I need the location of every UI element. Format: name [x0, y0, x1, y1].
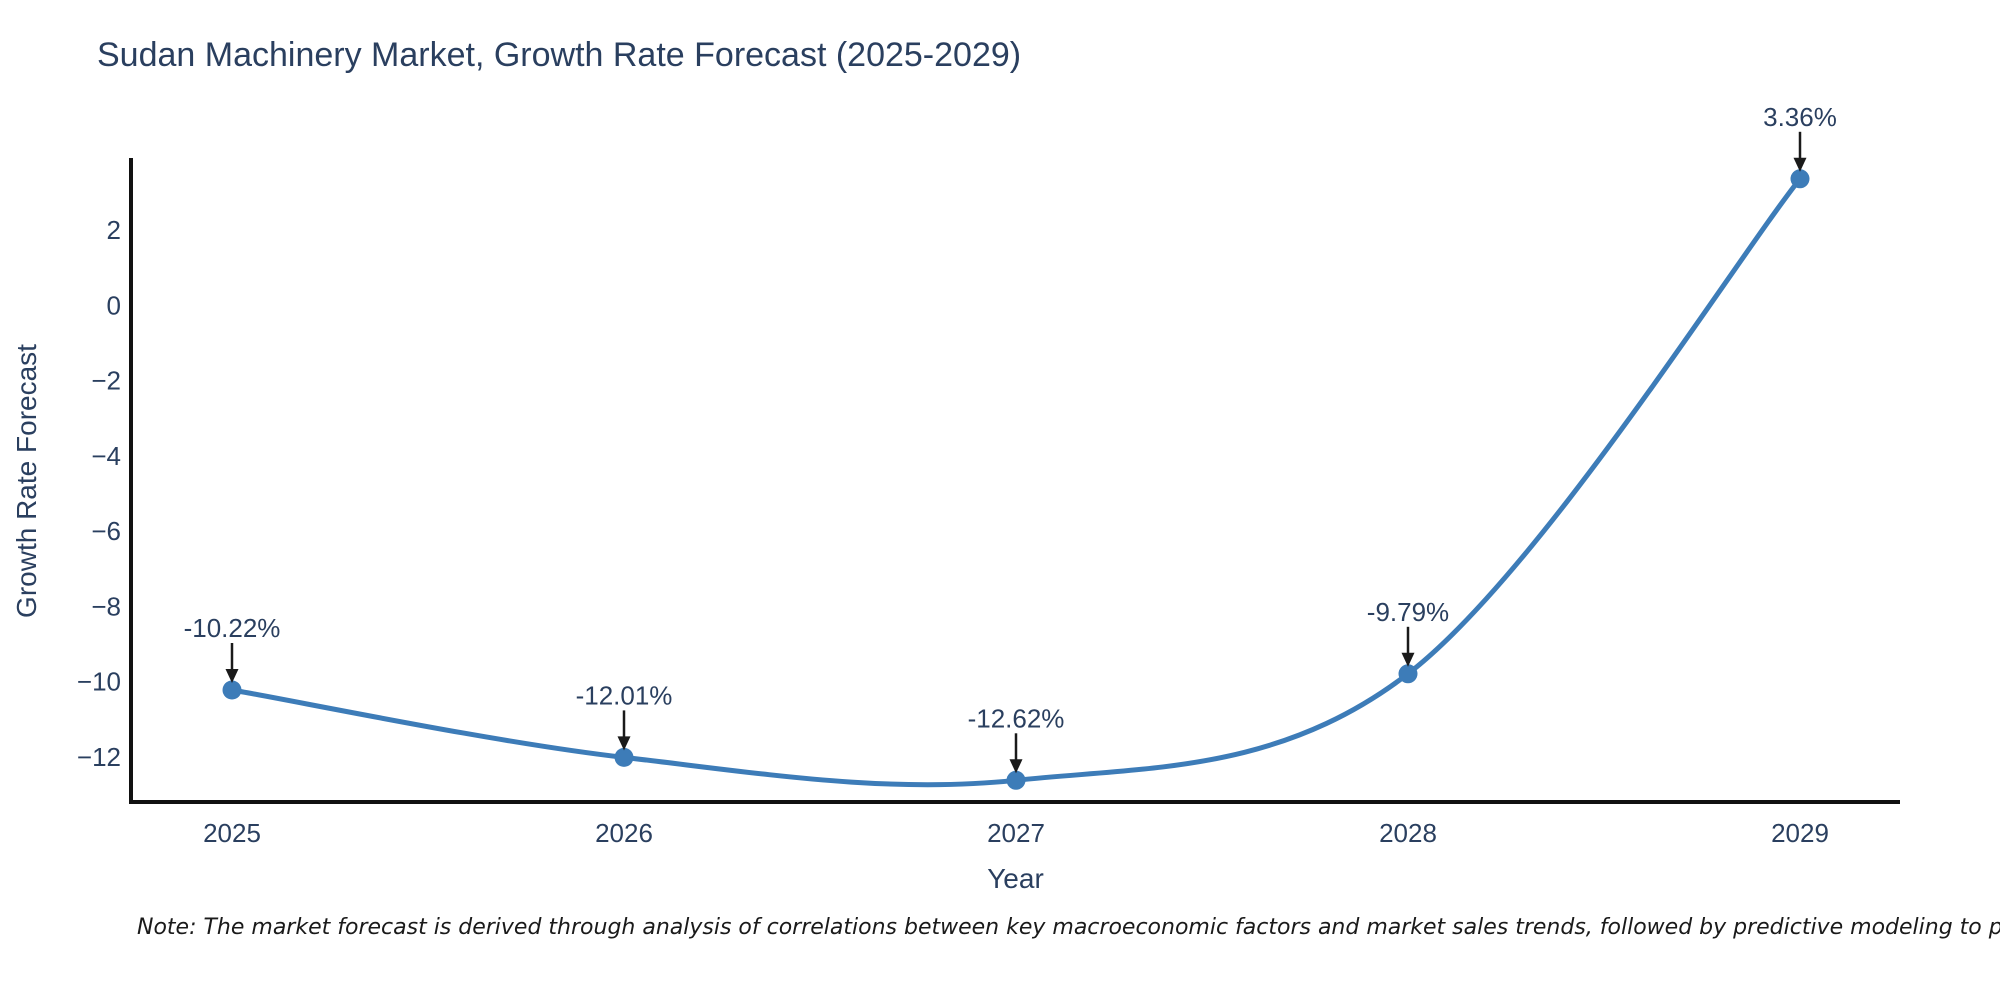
- y-tick-label: −4: [91, 441, 121, 471]
- y-tick-label: −12: [77, 742, 121, 772]
- x-tick-label: 2028: [1379, 818, 1437, 848]
- y-tick-label: 0: [107, 290, 121, 320]
- data-point: [222, 680, 242, 700]
- y-axis-title: Growth Rate Forecast: [11, 344, 42, 618]
- y-tick-label: 2: [107, 215, 121, 245]
- data-point: [1790, 169, 1810, 189]
- point-annotation: -12.62%: [968, 703, 1065, 733]
- y-tick-label: −2: [91, 366, 121, 396]
- data-point: [1398, 664, 1418, 684]
- point-annotation: 3.36%: [1763, 102, 1837, 132]
- data-point: [1006, 770, 1026, 790]
- x-tick-label: 2026: [595, 818, 653, 848]
- y-tick-label: −8: [91, 591, 121, 621]
- chart-title: Sudan Machinery Market, Growth Rate Fore…: [97, 36, 1022, 74]
- x-tick-label: 2025: [203, 818, 261, 848]
- x-axis-title: Year: [987, 863, 1044, 894]
- annotation-arrowhead: [1793, 157, 1807, 172]
- annotation-arrowhead: [225, 669, 239, 683]
- y-tick-label: −10: [77, 667, 121, 697]
- footnote: Note: The market forecast is derived thr…: [137, 915, 2000, 940]
- point-annotation: -9.79%: [1367, 597, 1449, 627]
- x-tick-label: 2027: [987, 818, 1045, 848]
- point-annotation: -12.01%: [576, 680, 673, 710]
- y-tick-label: −6: [91, 516, 121, 546]
- x-tick-label: 2029: [1771, 818, 1829, 848]
- annotation-arrowhead: [617, 736, 631, 751]
- annotation-arrowhead: [1009, 759, 1023, 774]
- data-point: [614, 747, 634, 767]
- annotation-arrowhead: [1401, 652, 1415, 667]
- trend-line: [229, 176, 1803, 788]
- point-annotation: -10.22%: [184, 613, 281, 643]
